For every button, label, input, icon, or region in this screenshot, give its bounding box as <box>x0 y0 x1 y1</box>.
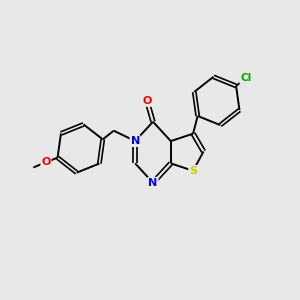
Text: S: S <box>189 166 197 176</box>
Text: O: O <box>142 96 152 106</box>
Text: Cl: Cl <box>240 73 251 83</box>
Text: O: O <box>41 157 51 167</box>
Text: N: N <box>148 178 158 188</box>
Text: N: N <box>130 136 140 146</box>
